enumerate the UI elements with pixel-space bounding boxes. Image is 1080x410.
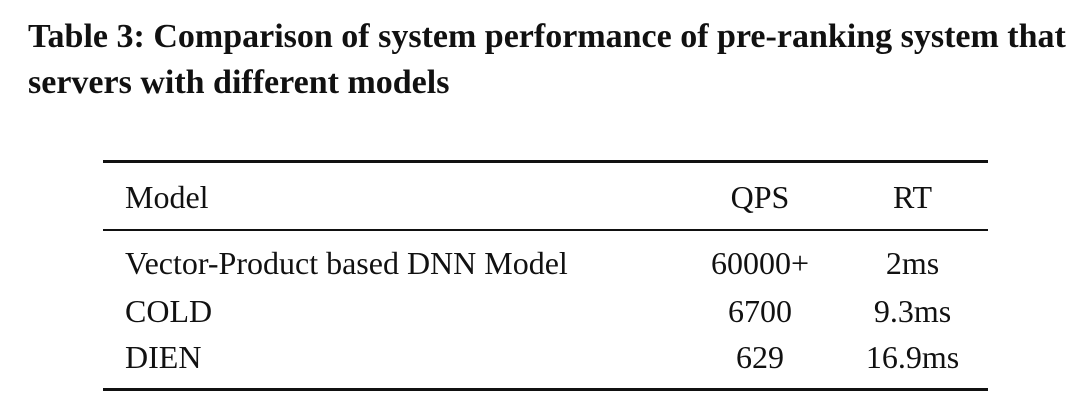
cell: COLD — [125, 293, 213, 329]
cell: 2ms — [885, 245, 940, 281]
header-cell: RT — [893, 179, 932, 215]
header-cell: QPS — [730, 179, 790, 215]
cell: 16.9ms — [865, 339, 960, 375]
cell: DIEN — [125, 339, 202, 375]
cell: 6700 — [728, 293, 792, 329]
cell: 629 — [736, 339, 784, 375]
table-caption: Table 3: Comparison of system performanc… — [28, 18, 1066, 101]
header-cell: Model — [125, 179, 209, 215]
top-rule — [103, 160, 988, 163]
mid-rule — [103, 229, 988, 231]
bottom-rule — [103, 388, 988, 391]
cell: Vector-Product based DNN Model — [125, 245, 568, 281]
cell: 9.3ms — [873, 293, 952, 329]
cell: 60000+ — [710, 245, 810, 281]
